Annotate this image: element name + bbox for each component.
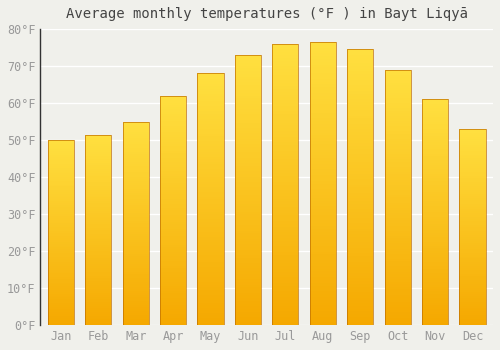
Title: Average monthly temperatures (°F ) in Bayt Liqyā: Average monthly temperatures (°F ) in Ba… (66, 7, 468, 21)
